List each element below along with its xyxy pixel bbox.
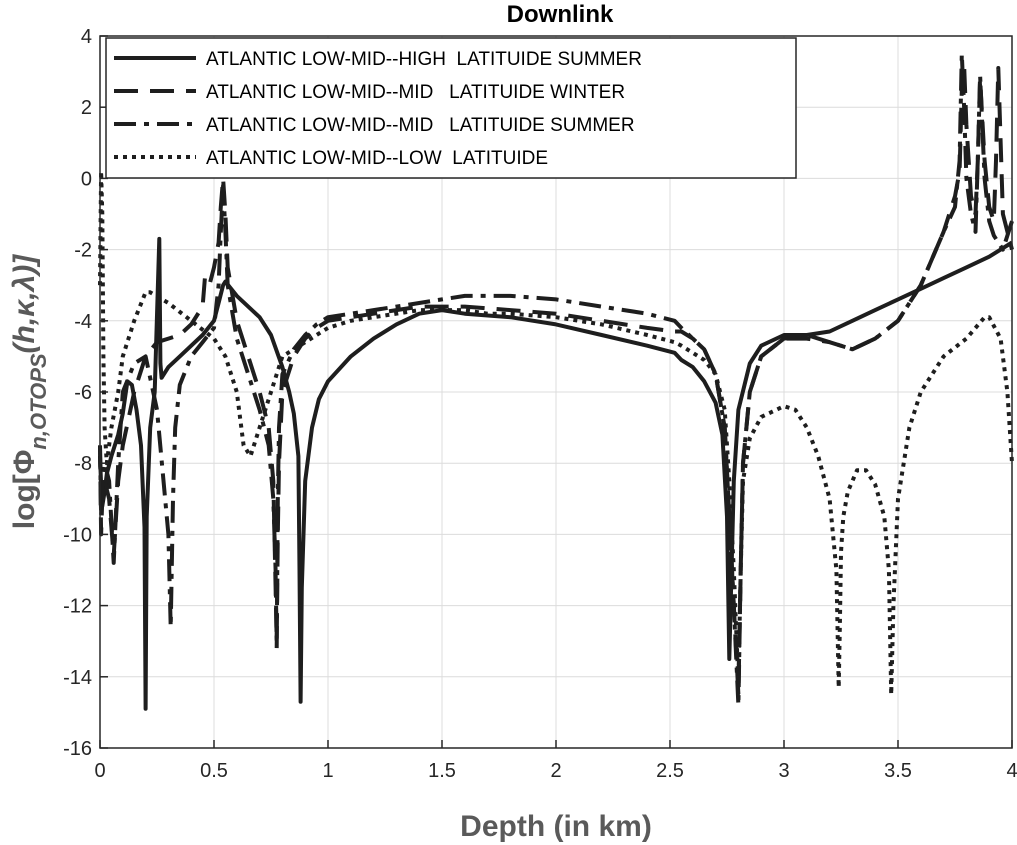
legend: ATLANTIC LOW-MID--HIGH LATITUIDE SUMMER A… xyxy=(105,37,797,179)
x-tick-label: 2.5 xyxy=(656,760,684,782)
y-axis-title-subscript: n,OTOPS xyxy=(26,353,51,449)
series-layer xyxy=(98,51,1014,711)
series-line-1 xyxy=(98,236,1014,711)
y-axis-title-args: (h,κ,λ)] xyxy=(8,254,41,354)
x-axis-title: Depth (in km) xyxy=(460,810,652,843)
y-tick-label: 2 xyxy=(81,97,92,119)
x-tick-label: 0.5 xyxy=(200,760,228,782)
ticks: 0 0.5 1 1.5 2 2.5 3 3.5 4 -16 -14 -12 -10 -8 -6 -4 -2 0 2 4 xyxy=(63,26,1017,782)
x-tick-label: 0 xyxy=(94,760,105,782)
y-tick-label: -4 xyxy=(74,311,92,333)
legend-label-3: ATLANTIC LOW-MID--MID LATITUIDE SUMMER xyxy=(206,115,635,136)
x-tick-label: 2 xyxy=(550,760,561,782)
x-tick-label: 1 xyxy=(322,760,333,782)
y-tick-label: -8 xyxy=(74,453,92,475)
y-axis-title: log[Φn,OTOPS(h,κ,λ)] xyxy=(8,254,51,529)
y-tick-label: 4 xyxy=(81,26,92,48)
legend-label-1: ATLANTIC LOW-MID--HIGH LATITUIDE SUMMER xyxy=(206,49,642,70)
y-tick-label: -10 xyxy=(63,524,92,546)
chart-title: Downlink xyxy=(507,1,614,28)
y-tick-label: -12 xyxy=(63,596,92,618)
legend-box xyxy=(105,37,797,179)
y-tick-label: -6 xyxy=(74,382,92,404)
legend-label-4: ATLANTIC LOW-MID--LOW LATITUIDE xyxy=(206,148,548,169)
legend-label-2: ATLANTIC LOW-MID--MID LATITUIDE WINTER xyxy=(206,82,625,103)
x-tick-label: 3.5 xyxy=(884,760,912,782)
series-line-3 xyxy=(98,51,1014,708)
y-axis-title-main: log[Φ xyxy=(8,450,41,530)
x-tick-label: 4 xyxy=(1006,760,1017,782)
x-tick-label: 3 xyxy=(778,760,789,782)
y-tick-label: -16 xyxy=(63,738,92,760)
x-tick-label: 1.5 xyxy=(428,760,456,782)
y-tick-label: 0 xyxy=(81,168,92,190)
y-tick-label: -14 xyxy=(63,667,92,689)
y-tick-label: -2 xyxy=(74,240,92,262)
series-line-4 xyxy=(98,169,1014,697)
